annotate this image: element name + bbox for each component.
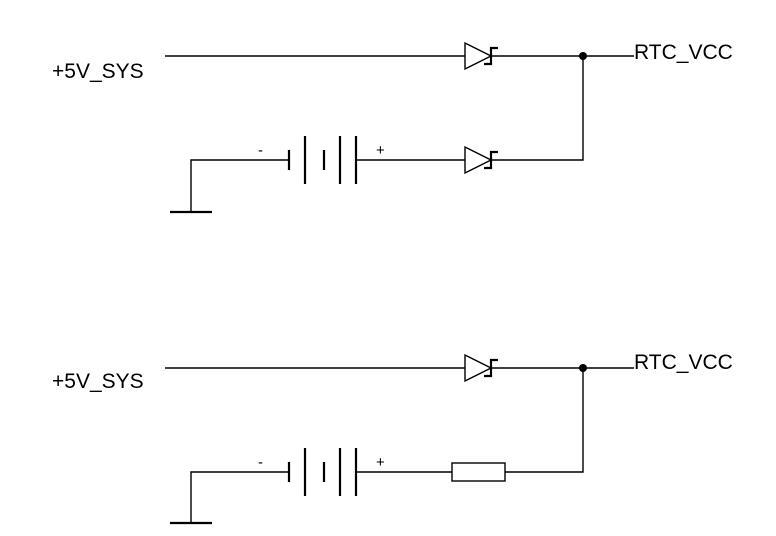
return-wire [491,56,584,161]
return-wire [505,368,584,473]
resistor-icon [451,462,506,482]
circuit-top: +5V_SYS RTC_VCC - + [52,41,733,214]
circuit-bottom: +5V_SYS RTC_VCC - + [52,351,733,525]
battery-plus-label: + [376,454,385,471]
output-net-label: RTC_VCC [634,351,733,374]
ground-icon [170,159,289,214]
ground-icon [170,471,289,525]
battery-icon [287,136,358,184]
battery-minus-label: - [258,454,263,471]
battery-plus-label: + [376,142,385,159]
battery-minus-label: - [258,142,263,159]
battery-icon [287,448,358,496]
input-net-label: +5V_SYS [52,60,144,83]
output-net-label: RTC_VCC [634,41,733,64]
input-net-label: +5V_SYS [52,370,144,393]
